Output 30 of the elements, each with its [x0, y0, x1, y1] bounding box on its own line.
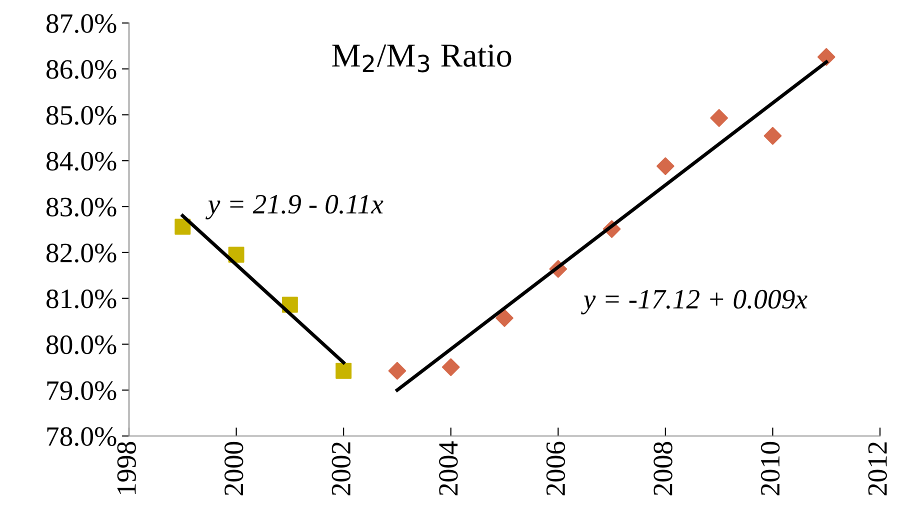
x-tick-label: 2006: [546, 442, 566, 496]
annotation: y = 21.9 - 0.11x: [206, 194, 384, 220]
x-tick-label: 2000: [224, 442, 244, 496]
y-tick-label: 84.0%: [46, 152, 116, 171]
point: [442, 358, 460, 376]
y-tick-label: 79.0%: [47, 381, 116, 400]
point: [388, 362, 406, 380]
y-tick-label: 83.0%: [46, 198, 116, 217]
annotation: y = -17.12 + 0.009x: [581, 290, 808, 314]
point: [496, 309, 514, 327]
x-tick-label: 2010: [760, 442, 780, 496]
x-tick-label: 2004: [439, 441, 458, 496]
point: [764, 126, 782, 145]
y-tick-label: 80.0%: [46, 335, 116, 354]
y-tick-label: 85.0%: [46, 106, 116, 125]
x-tick-label: 1998: [117, 442, 136, 494]
x-tick-label: 2012: [868, 442, 887, 496]
y-tick-label: 78.0%: [47, 427, 116, 446]
y-tick-label: 82.0%: [46, 244, 116, 262]
text: M$_{2}$/M$_{3}$ Ratio: [332, 44, 512, 72]
y-tick-label: 81.0%: [46, 290, 116, 308]
point: [336, 362, 352, 379]
point: [656, 157, 674, 176]
point: [710, 109, 728, 127]
x-tick-label: 2008: [654, 442, 672, 496]
point: [174, 218, 191, 235]
y-tick-label: 87.0%: [46, 14, 116, 34]
x-tick-label: 2002: [332, 442, 351, 496]
point: [817, 48, 836, 66]
y-tick-label: 86.0%: [46, 60, 116, 79]
